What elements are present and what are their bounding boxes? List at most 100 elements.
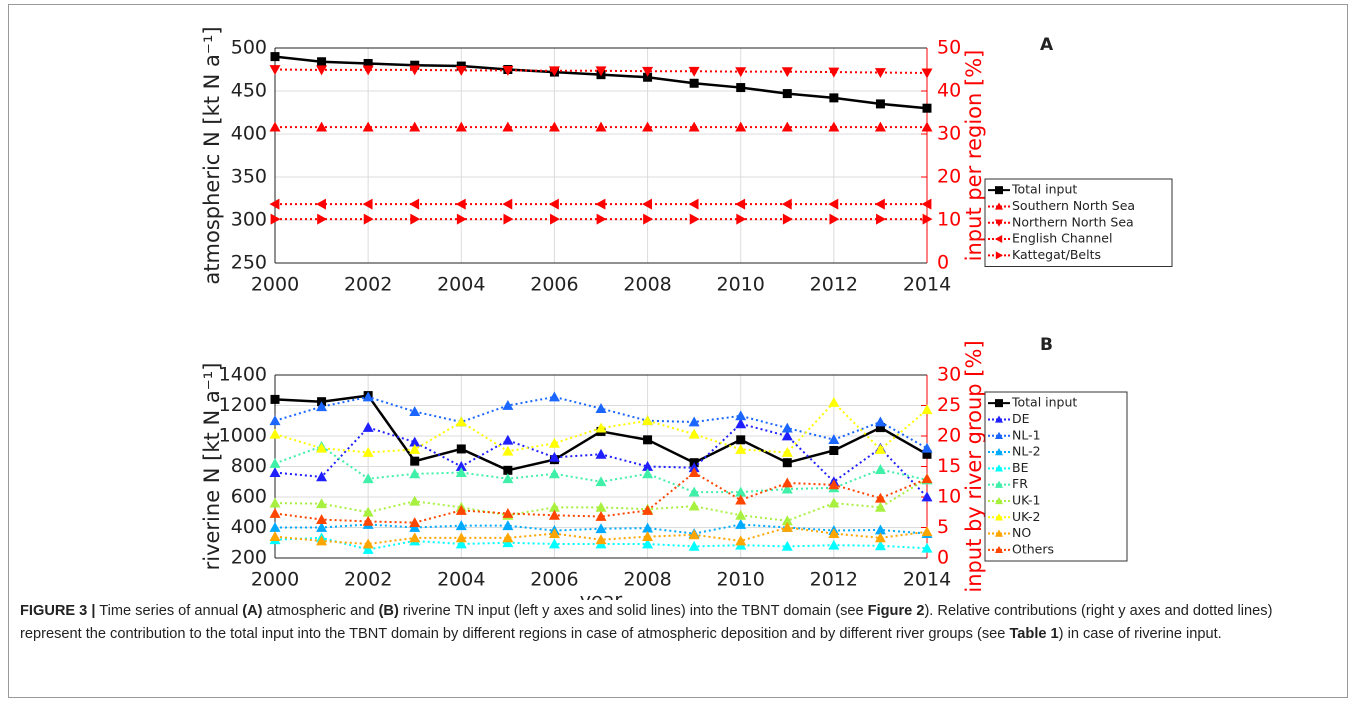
data-point xyxy=(782,89,792,99)
legend-marker xyxy=(995,431,1003,439)
data-point xyxy=(781,430,793,441)
data-point xyxy=(874,464,886,474)
data-point xyxy=(735,198,746,210)
data-point xyxy=(735,410,747,421)
data-point xyxy=(781,540,793,551)
data-point xyxy=(642,198,652,210)
legend-marker xyxy=(995,545,1003,554)
legend-label: Others xyxy=(1012,541,1054,556)
data-point xyxy=(456,444,466,454)
data-point xyxy=(269,121,281,132)
data-point xyxy=(688,428,700,439)
data-point xyxy=(502,121,514,132)
data-point xyxy=(410,213,421,225)
data-point xyxy=(642,468,654,479)
legend-label: BE xyxy=(1012,460,1029,475)
data-point xyxy=(829,213,840,225)
caption-label: FIGURE 3 | xyxy=(20,603,96,619)
data-point xyxy=(548,198,559,210)
data-point xyxy=(595,403,607,413)
y2-tick-label: 20 xyxy=(937,425,961,447)
data-point xyxy=(828,528,840,538)
data-point xyxy=(828,539,840,550)
x-tick-label: 2010 xyxy=(717,274,765,296)
caption-ref: (B) xyxy=(378,603,399,619)
legend-marker xyxy=(995,202,1003,210)
panel-label: B xyxy=(1040,335,1053,355)
y-tick-label: 800 xyxy=(231,455,267,477)
data-point xyxy=(316,442,328,453)
legend-label: Southern North Sea xyxy=(1012,198,1135,213)
series-line xyxy=(274,536,928,551)
y2-tick-label: 30 xyxy=(937,364,961,386)
data-point xyxy=(362,65,374,76)
data-point xyxy=(828,396,840,407)
y-tick-label: 450 xyxy=(231,80,267,102)
y2-tick-label: 30 xyxy=(937,123,961,145)
legend-label: NO xyxy=(1012,525,1031,540)
data-point xyxy=(316,498,328,509)
x-tick-label: 2004 xyxy=(437,569,485,591)
data-point xyxy=(316,198,326,210)
data-point xyxy=(409,468,421,479)
data-point xyxy=(595,534,607,545)
data-point xyxy=(642,504,654,515)
data-point xyxy=(642,461,654,471)
data-point xyxy=(409,532,421,543)
legend-label: DE xyxy=(1012,411,1030,426)
data-point xyxy=(735,418,747,429)
x-tick-label: 2008 xyxy=(623,274,671,296)
data-point xyxy=(548,391,560,402)
legend-label: English Channel xyxy=(1012,231,1112,246)
data-point xyxy=(550,213,560,225)
data-point xyxy=(595,523,607,534)
y2-tick-label: 0 xyxy=(937,547,949,569)
data-point xyxy=(269,457,281,468)
data-point xyxy=(735,509,747,520)
caption-ref: (A) xyxy=(242,603,263,619)
data-point xyxy=(781,121,793,132)
data-point xyxy=(502,400,514,410)
data-point xyxy=(502,198,513,210)
data-point xyxy=(781,515,793,526)
legend-marker xyxy=(995,513,1003,521)
data-point xyxy=(595,121,607,132)
data-point xyxy=(829,445,839,455)
data-point xyxy=(643,72,653,82)
data-point xyxy=(409,65,421,76)
data-point xyxy=(875,99,885,109)
data-point xyxy=(828,121,840,132)
data-point xyxy=(455,65,467,76)
data-point xyxy=(502,445,514,456)
data-point xyxy=(502,65,514,76)
data-point xyxy=(921,404,933,415)
data-point xyxy=(642,531,654,542)
legend-label: NL-1 xyxy=(1012,427,1041,442)
data-point xyxy=(921,121,933,132)
y-tick-label: 500 xyxy=(231,37,267,59)
legend-marker xyxy=(995,496,1003,505)
y2-axis-label: input per region [%] xyxy=(962,50,986,262)
data-point xyxy=(316,514,328,524)
caption-text: ) in case of riverine input. xyxy=(1058,626,1222,642)
y2-tick-label: 10 xyxy=(937,209,961,231)
y-tick-label: 250 xyxy=(231,252,267,274)
data-point xyxy=(503,213,514,225)
data-point xyxy=(688,467,700,477)
legend-marker xyxy=(995,448,1003,456)
data-point xyxy=(502,473,514,484)
data-point xyxy=(409,436,421,447)
data-point xyxy=(409,517,421,528)
data-point xyxy=(362,506,374,517)
y2-tick-label: 40 xyxy=(937,80,961,102)
x-axis-label: year xyxy=(580,590,623,601)
data-point xyxy=(874,198,885,210)
data-point xyxy=(548,538,560,549)
data-point xyxy=(455,520,467,531)
data-point xyxy=(548,501,560,512)
caption-ref: Table 1 xyxy=(1009,626,1059,642)
data-point xyxy=(781,522,793,532)
x-tick-label: 2000 xyxy=(251,569,299,591)
legend-label: UK-2 xyxy=(1012,509,1041,524)
